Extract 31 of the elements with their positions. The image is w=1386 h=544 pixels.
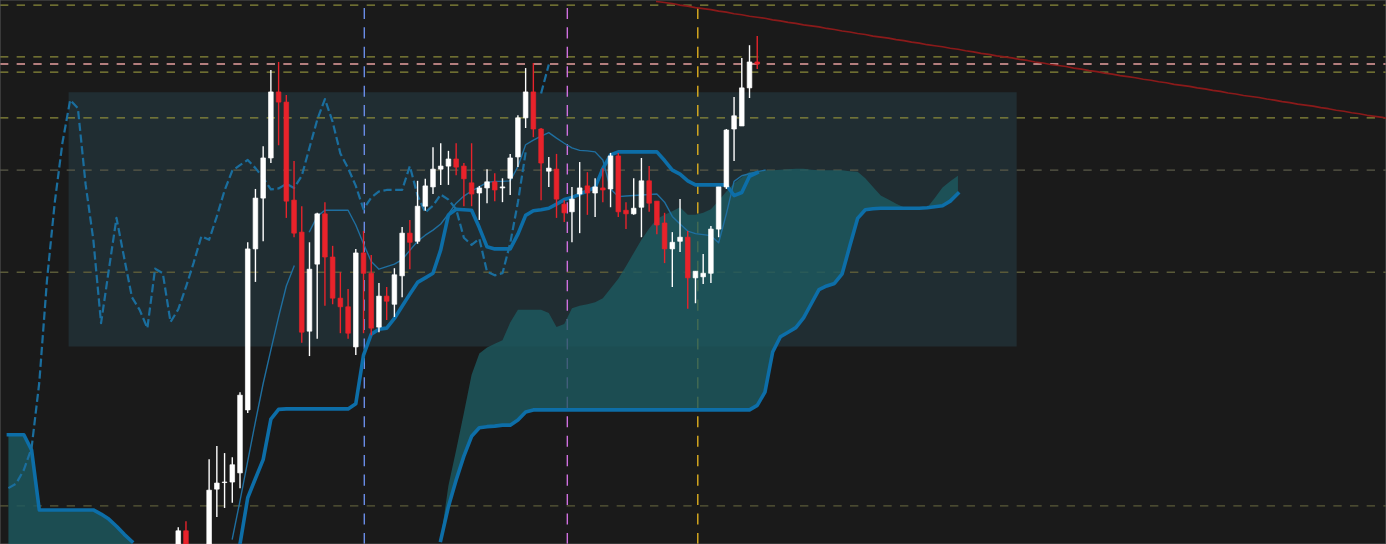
candlestick — [499, 177, 506, 203]
candlestick — [407, 219, 413, 270]
candlestick — [384, 286, 390, 321]
candlestick — [677, 198, 683, 253]
candlestick — [584, 171, 591, 216]
candlestick — [183, 520, 189, 544]
candlestick — [631, 177, 637, 216]
candlestick — [669, 231, 675, 288]
candlestick — [453, 142, 459, 176]
candlestick — [484, 168, 490, 204]
candlestick — [654, 200, 660, 235]
candlestick — [430, 146, 436, 195]
candlestick — [507, 153, 513, 196]
candlestick — [569, 186, 575, 243]
candlestick — [476, 185, 482, 221]
candlestick — [600, 167, 606, 203]
candlestick — [468, 142, 475, 207]
candlestick — [360, 230, 367, 334]
candlestick — [623, 201, 629, 230]
candlestick — [646, 165, 652, 213]
candlestick — [214, 445, 220, 518]
candlestick — [492, 172, 498, 202]
candlestick — [577, 161, 583, 234]
candlestick — [592, 177, 598, 218]
candlestick — [731, 96, 737, 162]
candlestick — [461, 162, 467, 207]
candlestick — [546, 156, 552, 188]
candlestick — [754, 35, 760, 70]
candlestick — [700, 253, 706, 285]
candlestick — [692, 270, 699, 304]
candlestick — [561, 199, 567, 223]
